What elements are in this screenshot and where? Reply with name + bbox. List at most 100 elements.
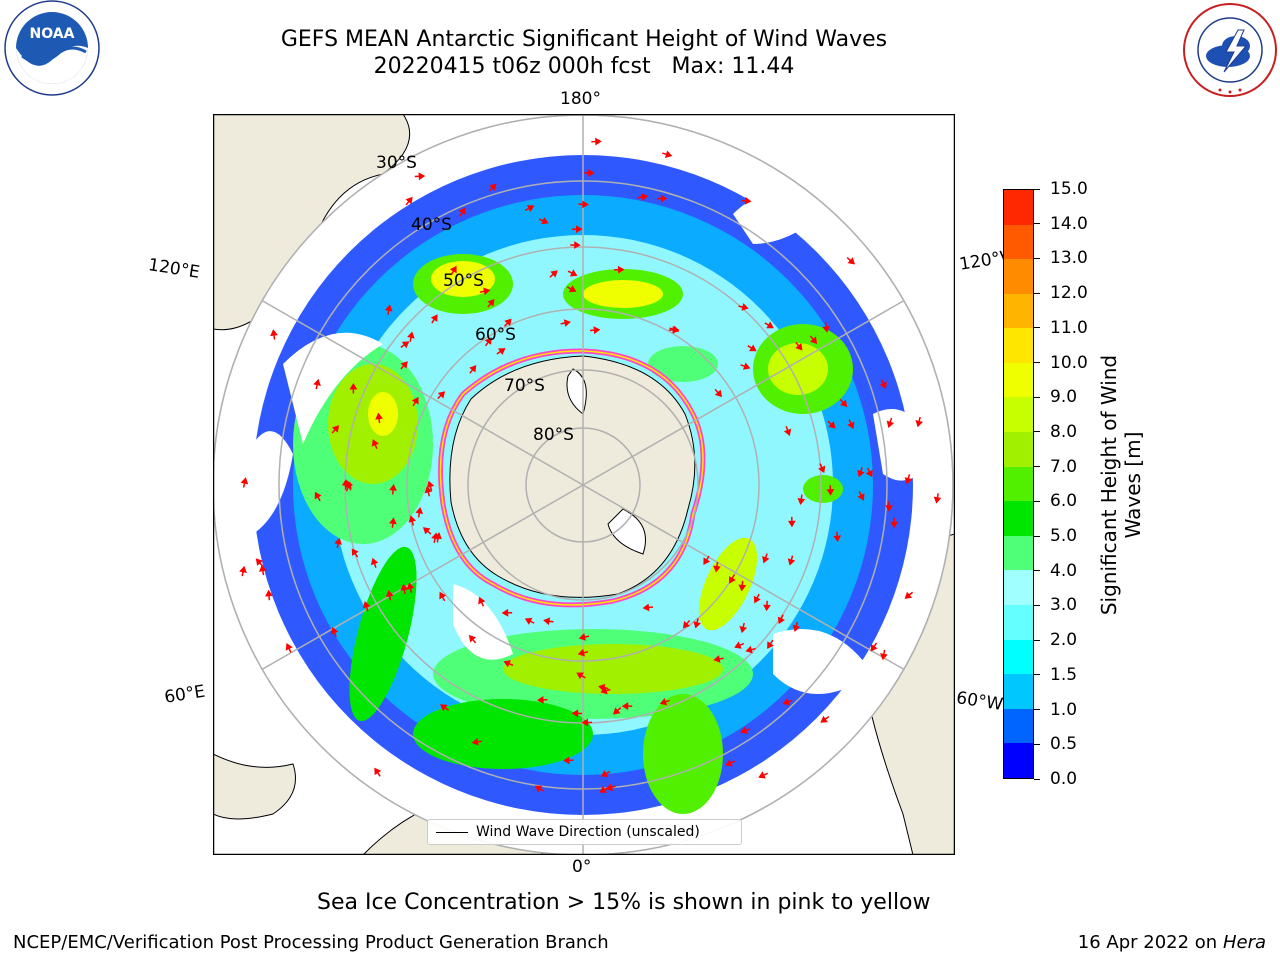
colorbar-label-line2: Waves [m]	[1121, 431, 1145, 539]
wave-direction-arrowhead	[725, 759, 733, 767]
wave-direction-arrowhead	[434, 532, 442, 540]
colorbar-tick: 7.0	[1034, 457, 1077, 477]
wave-direction-arrowhead	[787, 520, 796, 528]
wave-direction-arrowhead	[741, 303, 749, 311]
sea-ice-footnote: Sea Ice Concentration > 15% is shown in …	[317, 890, 931, 915]
wave-direction-arrowhead	[577, 648, 585, 657]
wave-direction-arrowhead	[541, 217, 549, 225]
wave-direction-arrowhead	[809, 336, 818, 344]
wave-direction-arrowhead	[777, 616, 785, 625]
wave-direction-arrowhead	[571, 709, 579, 718]
wave-direction-arrowhead	[407, 331, 415, 339]
colorbar-tick: 13.0	[1034, 248, 1088, 268]
colorbar-segment	[1004, 432, 1033, 467]
wave-direction-arrowhead	[285, 643, 293, 651]
lat-label-70s: 70°S	[504, 376, 545, 396]
date-stamp-date: 16 Apr 2022 on	[1077, 932, 1223, 953]
graticule	[213, 115, 953, 855]
lon-label-0: 0°	[572, 857, 592, 877]
colorbar-label: Significant Height of Wind Waves [m]	[1097, 325, 1145, 645]
colorbar-tick: 5.0	[1034, 526, 1077, 546]
colorbar-tick: 10.0	[1034, 353, 1088, 373]
colorbar-tick: 9.0	[1034, 387, 1077, 407]
map-title: GEFS MEAN Antarctic Significant Height o…	[280, 27, 888, 52]
colorbar-segment	[1004, 743, 1033, 778]
nws-logo	[1183, 3, 1277, 97]
wave-direction-arrowhead	[418, 172, 426, 181]
colorbar-tick: 4.0	[1034, 561, 1077, 581]
colorbar-tick: 0.0	[1034, 769, 1077, 789]
lat-label-60s: 60°S	[475, 325, 516, 345]
colorbar-segment	[1004, 639, 1033, 675]
wave-direction-arrowhead	[543, 617, 551, 626]
wave-direction-arrowhead	[437, 391, 446, 399]
wave-direction-arrowhead	[385, 589, 394, 598]
wave-direction-arrowhead	[504, 318, 512, 327]
wave-direction-arrowhead	[621, 702, 629, 711]
colorbar-segment	[1004, 397, 1033, 433]
wave-direction-arrowhead	[738, 584, 747, 592]
wave-direction-arrowhead	[703, 557, 711, 565]
colorbar-segment	[1004, 605, 1033, 640]
wave-direction-arrowhead	[933, 496, 942, 504]
wave-direction-arrowhead	[424, 486, 433, 494]
colorbar-segment	[1004, 224, 1033, 260]
wave-direction-arrowhead	[469, 365, 477, 373]
colorbar	[1003, 189, 1034, 779]
noaa-logo: NOAA	[4, 0, 100, 96]
legend-line-sample	[436, 831, 468, 833]
wave-direction-arrowhead	[641, 193, 649, 201]
wave-direction-arrowhead	[484, 337, 492, 345]
wave-direction-arrowhead	[792, 624, 801, 632]
colorbar-tick: 6.0	[1034, 491, 1077, 511]
wave-direction-arrowhead	[313, 378, 321, 387]
wave-direction-arrowhead	[664, 150, 673, 158]
wave-direction-arrowhead	[581, 718, 589, 727]
wave-direction-arrowhead	[642, 603, 650, 612]
wave-direction-arrowhead	[745, 645, 753, 654]
wave-direction-arrowhead	[915, 420, 924, 428]
wave-direction-arrowhead	[334, 537, 342, 545]
wave-direction-arrowhead	[440, 704, 448, 712]
lat-label-40s: 40°S	[411, 215, 452, 235]
wave-direction-arrowhead	[753, 595, 761, 604]
wave-direction-arrowhead	[384, 304, 393, 312]
wave-direction-arrowhead	[240, 477, 249, 485]
wave-direction-arrowhead	[371, 439, 379, 447]
wave-direction-arrowhead	[576, 672, 584, 680]
wave-direction-arrowhead	[411, 396, 419, 405]
wave-direction-arrowhead	[575, 225, 583, 234]
wave-direction-arrowhead	[783, 428, 792, 437]
wave-direction-arrowhead	[400, 583, 409, 591]
wave-direction-arrowhead	[782, 697, 790, 706]
wave-direction-arrowhead	[331, 627, 339, 635]
wave-direction-arrowhead	[550, 270, 558, 278]
wave-direction-arrowhead	[833, 535, 842, 543]
wave-direction-arrowhead	[904, 591, 913, 599]
wave-direction-arrowhead	[682, 620, 691, 629]
wave-direction-arrowhead	[349, 382, 358, 390]
wave-direction-arrowhead	[487, 298, 495, 307]
wave-direction-arrowhead	[497, 348, 506, 356]
wave-direction-arrowhead	[822, 325, 830, 333]
lon-label-120e: 120°E	[146, 255, 202, 283]
wave-direction-arrowhead	[524, 617, 533, 625]
wave-direction-arrowhead	[890, 521, 899, 529]
wave-direction-arrowhead	[537, 695, 544, 704]
wave-direction-arrowhead	[739, 625, 748, 634]
wave-direction-arrowhead	[389, 484, 397, 491]
wave-direction-arrowhead	[351, 548, 359, 556]
wave-direction-arrowhead	[426, 480, 435, 489]
wave-direction-arrowhead	[749, 344, 757, 352]
wave-direction-arrowhead	[787, 558, 796, 566]
wave-direction-arrowhead	[904, 477, 913, 485]
wave-direction-arrowhead	[605, 783, 614, 792]
wave-direction-arrowhead	[574, 241, 581, 249]
wave-direction-arrowhead	[468, 634, 477, 643]
wave-direction-arrowhead	[797, 497, 806, 505]
colorbar-segment	[1004, 466, 1033, 502]
wave-direction-arrowhead	[740, 726, 748, 734]
wave-direction-arrowhead	[600, 686, 608, 695]
wind-wave-arrows	[239, 137, 942, 793]
wave-direction-arrowhead	[270, 329, 278, 337]
